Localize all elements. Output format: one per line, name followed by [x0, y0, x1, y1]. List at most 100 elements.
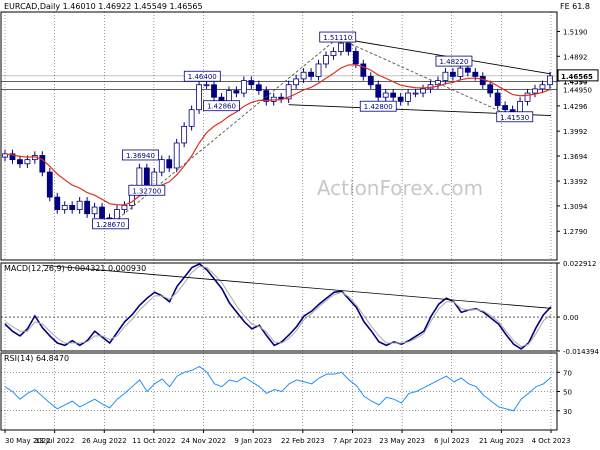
- rsi-y-tick-label: 30: [563, 408, 572, 416]
- candle-body: [121, 205, 128, 210]
- candle-body: [278, 96, 285, 100]
- candle-body: [449, 71, 456, 77]
- candle-body: [479, 76, 486, 86]
- macd-y-tick-label: 0.00: [563, 314, 579, 322]
- x-tick-label: 23 May 2023: [379, 437, 425, 445]
- macd-y-tick-label: -0.014394: [563, 348, 599, 356]
- candle-body: [84, 200, 91, 215]
- price-y-tick-label: 1.4594: [563, 78, 588, 86]
- x-tick-label: 13 Jul 2022: [35, 437, 75, 445]
- candle-body: [300, 71, 307, 80]
- candle-body: [352, 51, 359, 65]
- candle-body: [323, 55, 329, 65]
- candle-body: [293, 78, 300, 86]
- price-annotation-box: [496, 111, 534, 123]
- candle-body: [255, 84, 262, 91]
- candle-body: [76, 200, 83, 210]
- fib-dashed-line: [110, 37, 339, 226]
- candle-body: [420, 88, 426, 94]
- price-annotation-box: [435, 55, 473, 67]
- candle-body: [308, 71, 314, 77]
- price-panel-frame: [0, 11, 558, 261]
- rsi-y-tick-label: 50: [563, 389, 572, 397]
- rsi-line: [4, 365, 552, 412]
- x-tick-label: 21 Aug 2023: [479, 437, 524, 445]
- price-annotation-label: 1.32700: [132, 187, 161, 195]
- macd-signal-line: [4, 265, 552, 348]
- candle-body: [196, 84, 202, 111]
- x-tick-label: 7 Apr 2023: [333, 437, 372, 445]
- price-annotation-label: 1.48220: [439, 58, 468, 66]
- price-y-tick-label: 1.4892: [563, 53, 588, 61]
- price-annotation-box: [92, 218, 129, 230]
- price-annotation-box: [183, 70, 221, 82]
- candle-body: [226, 90, 232, 102]
- candle-body: [24, 159, 31, 165]
- rsi-title: RSI(14) 64.8470: [4, 354, 69, 363]
- x-tick-label: 4 Oct 2023: [532, 437, 571, 445]
- price-level-label: 1.4590: [563, 78, 588, 86]
- candle-body: [233, 90, 240, 94]
- price-y-tick-label: 1.3992: [563, 128, 588, 136]
- price-y-tick-label: 1.4296: [563, 103, 588, 111]
- watermark: ActionForex.com: [317, 176, 483, 200]
- macd-panel-frame: [0, 262, 558, 352]
- x-tick-label: 24 Nov 2022: [181, 437, 226, 445]
- macd-macd-line: [4, 263, 552, 350]
- rsi-panel-frame: [0, 352, 558, 431]
- candle-body: [367, 76, 374, 86]
- price-annotation-label: 1.46400: [188, 73, 217, 81]
- candle-body: [61, 205, 68, 210]
- candle-body: [330, 51, 337, 57]
- candle-body: [158, 159, 165, 173]
- macd-y-tick-label: 0.022912: [563, 260, 596, 268]
- price-annotation-label: 1.51110: [323, 34, 352, 42]
- candle-body: [487, 84, 494, 94]
- candle-body: [442, 71, 449, 81]
- x-tick-label: 6 Jul 2023: [434, 437, 469, 445]
- candle-body: [435, 80, 441, 86]
- price-y-tick-label: 1.3392: [563, 178, 588, 186]
- candle-body: [464, 67, 471, 73]
- candle-body: [285, 84, 292, 100]
- price-annotation-label: 1.42860: [207, 103, 236, 111]
- candle-body: [457, 67, 464, 77]
- candle-body: [263, 90, 270, 102]
- candle-body: [502, 105, 509, 111]
- candle-body: [338, 42, 344, 52]
- candle-body: [211, 84, 217, 98]
- price-annotation-box: [128, 184, 166, 196]
- candle-body: [412, 92, 419, 95]
- x-tick-label: 22 Feb 2023: [281, 437, 325, 445]
- candle-body: [203, 84, 210, 87]
- x-tick-label: 11 Oct 2022: [132, 437, 175, 445]
- fe-label: FE 61.8: [560, 2, 590, 11]
- ema-line: [4, 64, 551, 206]
- candle-body: [390, 92, 397, 98]
- candle-body: [188, 109, 195, 127]
- price-level-label: 1.44950: [563, 86, 592, 94]
- current-price-label: 1.46565: [561, 73, 593, 81]
- candle-body: [240, 80, 247, 94]
- chart-symbol-label: EURCAD,Daily 1.46010 1.46922 1.45549 1.4…: [4, 2, 203, 11]
- candle-body: [524, 92, 531, 102]
- candle-body: [397, 96, 404, 102]
- candle-body: [173, 142, 180, 169]
- rsi-y-tick-label: 70: [563, 369, 572, 377]
- price-annotation-box: [122, 149, 159, 161]
- candle-body: [46, 171, 53, 198]
- candle-body: [54, 196, 61, 210]
- x-tick-label: 30 May 2022: [5, 437, 51, 445]
- candle-body: [472, 71, 479, 77]
- candle-body: [181, 125, 188, 144]
- candle-body: [547, 75, 553, 86]
- candle-body: [99, 206, 105, 219]
- x-tick-label: 9 Jan 2023: [234, 437, 272, 445]
- candle-body: [39, 155, 46, 173]
- candle-body: [91, 206, 98, 215]
- candle-body: [248, 80, 255, 86]
- candle-body: [532, 88, 538, 94]
- candle-body: [69, 205, 76, 210]
- price-y-tick-label: 1.5190: [563, 28, 588, 36]
- price-annotation-label: 1.42800: [364, 103, 393, 111]
